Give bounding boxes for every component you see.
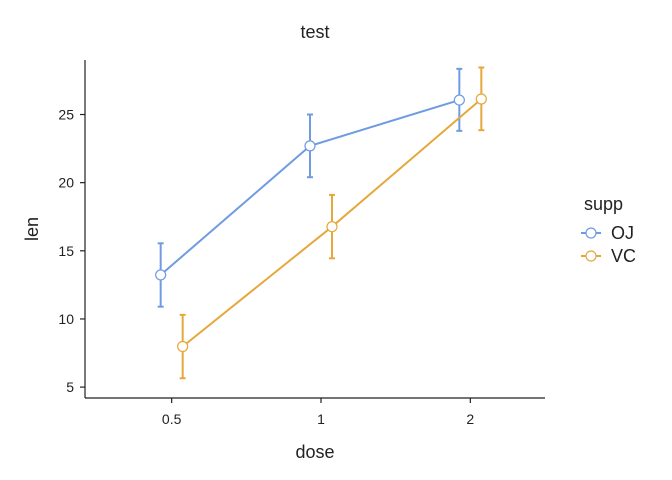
y-tick-label: 25 xyxy=(58,107,74,123)
series-layer xyxy=(155,66,487,380)
legend-items: OJ VC xyxy=(581,223,636,266)
data-point xyxy=(475,93,487,105)
y-tick-label: 15 xyxy=(58,243,74,259)
x-tick-label: 0.5 xyxy=(162,411,182,427)
legend-item-oj: OJ xyxy=(581,223,634,243)
legend-title: supp xyxy=(584,194,623,214)
y-tick-label: 5 xyxy=(66,379,74,395)
data-point xyxy=(155,269,167,281)
plot-area: 5 10 15 20 25 0.5 1 2 xyxy=(58,60,545,427)
legend: supp OJ VC xyxy=(581,194,636,266)
chart-title: test xyxy=(300,22,329,42)
series-vc xyxy=(177,66,487,380)
data-point xyxy=(304,140,316,152)
legend-key-point xyxy=(585,227,597,239)
series-oj xyxy=(155,67,465,308)
y-tick-label: 10 xyxy=(58,311,74,327)
legend-label: VC xyxy=(611,246,636,266)
data-point xyxy=(453,94,465,106)
y-ticks: 5 10 15 20 25 xyxy=(58,107,85,395)
data-point xyxy=(326,221,338,233)
y-axis-title: len xyxy=(22,217,42,241)
x-tick-label: 1 xyxy=(317,411,325,427)
x-axis-title: dose xyxy=(295,442,334,462)
legend-item-vc: VC xyxy=(581,246,636,266)
data-point xyxy=(177,340,189,353)
legend-key-point xyxy=(585,250,597,262)
x-tick-label: 2 xyxy=(466,411,474,427)
y-tick-label: 20 xyxy=(58,175,74,191)
legend-label: OJ xyxy=(611,223,634,243)
x-ticks: 0.5 1 2 xyxy=(162,398,474,427)
